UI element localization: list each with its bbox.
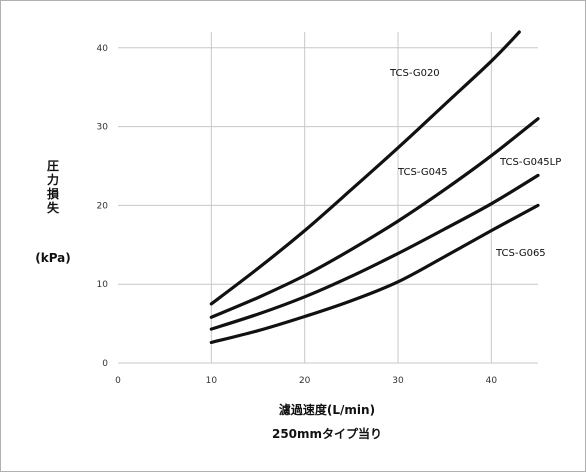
y-axis-label: 圧 力 損 失 (kPa) bbox=[35, 159, 71, 265]
y-tick-label: 20 bbox=[97, 201, 109, 211]
series-label-tcs-g045: TCS-G045 bbox=[397, 167, 448, 178]
grid bbox=[118, 32, 538, 364]
x-tick-label: 10 bbox=[206, 376, 218, 386]
y-label-char-4: 失 bbox=[47, 200, 60, 215]
series-line-tcs-g045 bbox=[209, 117, 540, 319]
series-line-tcs-g020 bbox=[209, 30, 521, 306]
y-tick-label: 40 bbox=[97, 44, 109, 54]
series-line-tcs-g065 bbox=[209, 203, 540, 345]
series-lines bbox=[209, 30, 540, 345]
tick-labels: 0 10 20 30 40 0 10 20 30 40 bbox=[97, 44, 498, 386]
series-label-tcs-g065: TCS-G065 bbox=[495, 248, 546, 259]
y-label-char-3: 損 bbox=[47, 186, 60, 201]
y-tick-label: 30 bbox=[97, 123, 109, 133]
x-tick-label: 30 bbox=[392, 376, 404, 386]
y-label-char-1: 圧 bbox=[47, 159, 59, 173]
y-label-unit: (kPa) bbox=[35, 251, 71, 265]
y-label-char-2: 力 bbox=[47, 172, 59, 187]
x-tick-label: 40 bbox=[486, 376, 498, 386]
x-tick-label: 20 bbox=[299, 376, 311, 386]
series-labels: TCS-G020 TCS-G045 TCS-G045LP TCS-G065 bbox=[389, 68, 561, 259]
x-axis-label: 濾過速度(L/min) bbox=[279, 402, 375, 417]
y-tick-label: 10 bbox=[97, 280, 109, 290]
x-axis-sublabel: 250mmタイプ当り bbox=[272, 426, 382, 441]
x-tick-label: 0 bbox=[115, 376, 121, 386]
series-label-tcs-g020: TCS-G020 bbox=[389, 68, 440, 79]
series-label-tcs-g045lp: TCS-G045LP bbox=[499, 157, 561, 168]
y-tick-label: 0 bbox=[102, 359, 108, 369]
series-line-tcs-g045lp bbox=[209, 173, 540, 331]
